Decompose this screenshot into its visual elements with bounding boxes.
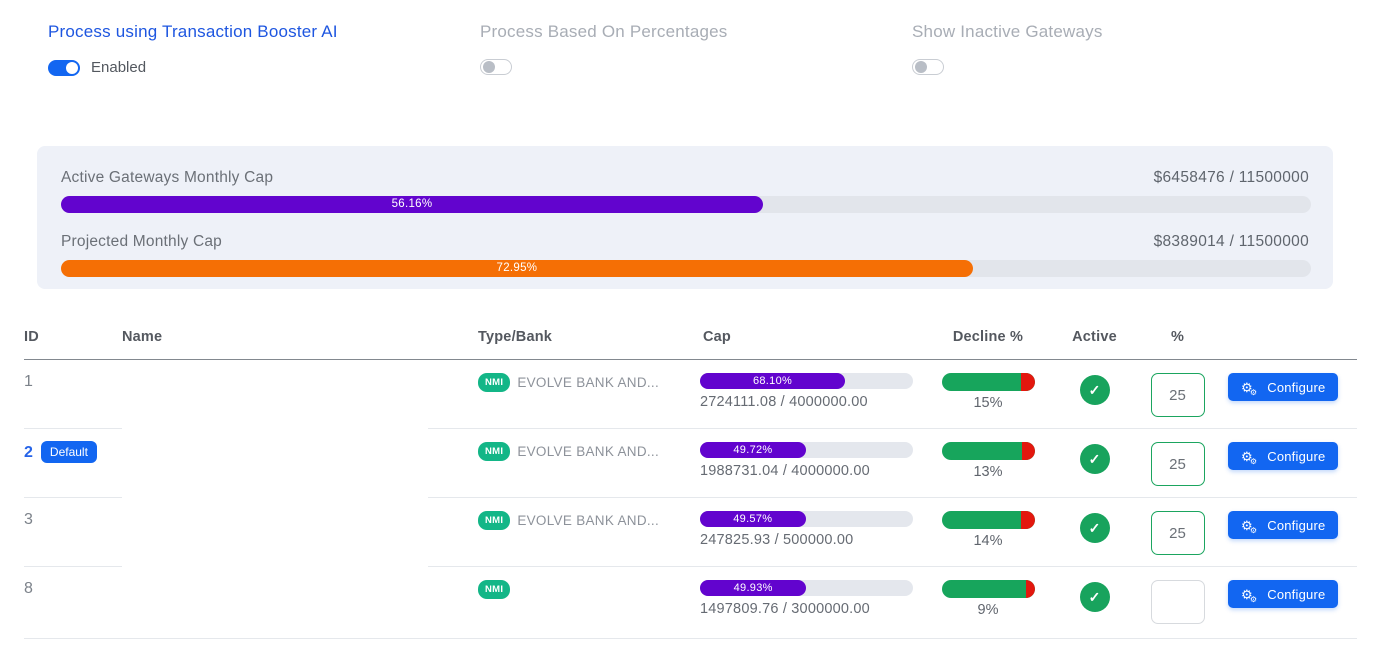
- header-actions: [1214, 317, 1357, 360]
- percentages-toggle[interactable]: [480, 59, 512, 75]
- gateway-name: [122, 360, 428, 429]
- table-row: 8 NMI 49.93% 1497809.76 / 3000000.00 9%: [24, 566, 1357, 639]
- header-cap: Cap: [693, 317, 928, 360]
- inactive-gateways-toggle[interactable]: [912, 59, 944, 75]
- configure-button-label: Configure: [1267, 586, 1326, 602]
- gateway-id: 1: [24, 373, 33, 390]
- configure-button[interactable]: ⚙⚙ Configure: [1228, 442, 1339, 470]
- cap-progressbar: 49.72%: [700, 442, 913, 458]
- projected-cap-progress-fill: 72.95%: [61, 260, 973, 277]
- projected-cap-label: Projected Monthly Cap: [61, 233, 223, 250]
- percentages-title: Process Based On Percentages: [480, 22, 728, 41]
- toggle-knob: [66, 61, 78, 74]
- cap-progress-fill: 49.57%: [700, 511, 806, 527]
- table-row: 1 NMI EVOLVE BANK AND... 68.10% 2724111.…: [24, 359, 1357, 429]
- header-active: Active: [1048, 317, 1141, 360]
- inactive-gateways-title: Show Inactive Gateways: [912, 22, 1103, 41]
- nmi-badge: NMI: [478, 511, 511, 530]
- nmi-badge: NMI: [478, 580, 511, 599]
- header-percent: %: [1141, 317, 1214, 360]
- cap-progressbar: 49.93%: [700, 580, 913, 596]
- inactive-gateways-block: Show Inactive Gateways: [912, 22, 1375, 76]
- percent-input[interactable]: [1150, 373, 1205, 417]
- decline-percent-label: 15%: [973, 395, 1003, 411]
- decline-bar-red-segment: [1020, 373, 1035, 391]
- configure-button[interactable]: ⚙⚙ Configure: [1228, 580, 1339, 608]
- table-row: 3 NMI EVOLVE BANK AND... 49.57% 247825.9…: [24, 497, 1357, 567]
- decline-bar-red-segment: [1022, 442, 1035, 460]
- table-row: 2 Default NMI EVOLVE BANK AND... 49.72% 1…: [24, 428, 1357, 498]
- header-type-bank: Type/Bank: [428, 317, 693, 360]
- cap-usage-text: 2724111.08 / 4000000.00: [700, 394, 868, 410]
- monthly-caps-card: Active Gateways Monthly Cap $6458476 / 1…: [37, 146, 1333, 289]
- decline-bar-red-segment: [1021, 511, 1035, 529]
- table-header-row: ID Name Type/Bank Cap Decline % Active %: [24, 317, 1357, 360]
- configure-button-label: Configure: [1267, 379, 1326, 395]
- booster-ai-title: Process using Transaction Booster AI: [48, 22, 338, 41]
- gateways-table: ID Name Type/Bank Cap Decline % Active %…: [24, 317, 1357, 639]
- active-check-icon: ✓: [1079, 513, 1110, 543]
- configure-button[interactable]: ⚙⚙ Configure: [1228, 511, 1339, 539]
- percent-input[interactable]: [1150, 442, 1205, 486]
- active-cap-value: $6458476 / 11500000: [1153, 169, 1309, 186]
- projected-cap-progressbar: 72.95%: [61, 260, 1311, 277]
- active-cap-progressbar: 56.16%: [61, 196, 1311, 213]
- toggle-knob: [483, 61, 495, 73]
- percentages-block: Process Based On Percentages: [480, 22, 912, 76]
- toggle-section: Process using Transaction Booster AI Ena…: [48, 22, 1375, 76]
- active-check-icon: ✓: [1079, 582, 1110, 612]
- booster-ai-block: Process using Transaction Booster AI Ena…: [48, 22, 480, 76]
- cap-progress-fill: 68.10%: [700, 373, 846, 389]
- active-check-icon: ✓: [1079, 444, 1110, 474]
- header-decline: Decline %: [928, 317, 1048, 360]
- decline-bar-red-segment: [1026, 580, 1035, 598]
- cap-usage-text: 1988731.04 / 4000000.00: [700, 463, 870, 479]
- booster-ai-toggle[interactable]: [48, 59, 80, 76]
- gateway-id: 8: [24, 580, 33, 597]
- cap-usage-text: 247825.93 / 500000.00: [700, 532, 854, 548]
- active-cap-progress-fill: 56.16%: [61, 196, 763, 213]
- gateway-name: [122, 498, 428, 567]
- decline-bar: [941, 511, 1035, 529]
- decline-bar: [941, 442, 1035, 460]
- decline-percent-label: 14%: [973, 533, 1003, 549]
- cap-progress-fill: 49.72%: [700, 442, 806, 458]
- cap-progress-fill: 49.93%: [700, 580, 807, 596]
- toggle-knob: [915, 61, 927, 73]
- gears-icon: ⚙⚙: [1241, 379, 1258, 397]
- cap-progressbar: 49.57%: [700, 511, 913, 527]
- decline-bar: [941, 580, 1035, 598]
- header-name: Name: [122, 317, 428, 360]
- projected-cap-value: $8389014 / 11500000: [1153, 233, 1309, 250]
- decline-percent-label: 13%: [973, 464, 1003, 480]
- decline-bar: [941, 373, 1035, 391]
- decline-percent-label: 9%: [977, 602, 999, 618]
- booster-ai-state-label: Enabled: [91, 59, 147, 76]
- gears-icon: ⚙⚙: [1241, 517, 1258, 535]
- percent-input[interactable]: [1150, 511, 1205, 555]
- header-id: ID: [24, 317, 122, 360]
- default-badge: Default: [40, 441, 97, 463]
- bank-name: EVOLVE BANK AND...: [517, 444, 660, 459]
- percent-input[interactable]: [1150, 580, 1205, 624]
- gateway-id: 2: [24, 444, 33, 461]
- active-check-icon: ✓: [1079, 375, 1110, 405]
- gears-icon: ⚙⚙: [1241, 586, 1258, 604]
- configure-button-label: Configure: [1267, 517, 1326, 533]
- configure-button-label: Configure: [1267, 448, 1326, 464]
- nmi-badge: NMI: [478, 373, 511, 392]
- gears-icon: ⚙⚙: [1241, 448, 1258, 466]
- gateway-id: 3: [24, 511, 33, 528]
- cap-progressbar: 68.10%: [700, 373, 913, 389]
- nmi-badge: NMI: [478, 442, 511, 461]
- gateway-name: [122, 429, 428, 498]
- bank-name: EVOLVE BANK AND...: [517, 513, 660, 528]
- bank-name: EVOLVE BANK AND...: [517, 375, 660, 390]
- cap-usage-text: 1497809.76 / 3000000.00: [700, 601, 870, 617]
- configure-button[interactable]: ⚙⚙ Configure: [1228, 373, 1339, 401]
- gateway-name: [122, 566, 428, 639]
- active-cap-label: Active Gateways Monthly Cap: [61, 169, 274, 186]
